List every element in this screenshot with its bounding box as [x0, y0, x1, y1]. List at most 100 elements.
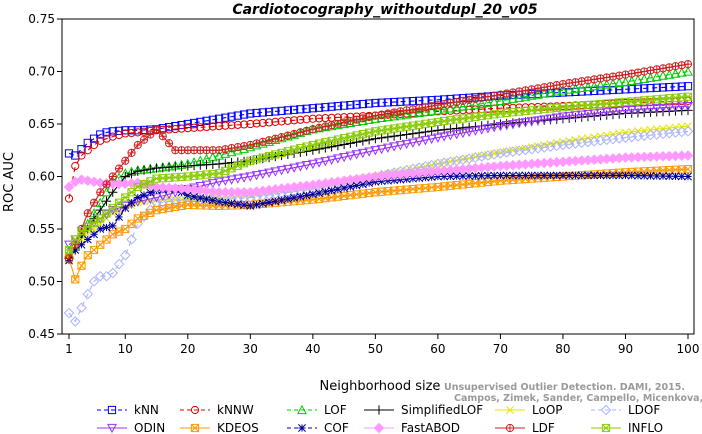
legend-label: kNN	[134, 403, 159, 417]
data-point-knn	[239, 110, 249, 119]
x-axis: 1 10 20 30 40 50 60 70 80 90 100	[65, 334, 699, 356]
data-point-knn	[315, 103, 324, 112]
y-tick-label: 0.45	[28, 327, 55, 341]
data-point-odin	[426, 134, 437, 145]
data-point-cof	[665, 172, 674, 181]
data-point-cof	[634, 171, 642, 180]
data-point-lof	[395, 110, 406, 120]
data-point-lof	[545, 87, 556, 97]
data-point-lof	[414, 107, 425, 117]
data-point-fastabod	[182, 183, 194, 195]
data-point-knn	[64, 149, 74, 158]
data-point-ldof	[463, 153, 475, 164]
data-point-cof	[540, 171, 549, 180]
data-point-cof	[308, 190, 317, 199]
legend-marker	[190, 423, 200, 433]
series-fastabod	[63, 150, 694, 198]
legend: kNN kNNW LOF SimplifiedLOF LoOP LDOF ODIN KDEOS…	[97, 403, 663, 434]
data-point-lof	[214, 150, 224, 160]
data-point-odin	[195, 182, 206, 192]
data-point-lof	[589, 81, 600, 91]
data-point-knnw	[183, 124, 192, 133]
chart-title: Cardiotocography_withoutdupl_20_v05	[232, 2, 538, 18]
y-axis: 0.45 0.50 0.55 0.60 0.65 0.70 0.75	[28, 12, 62, 341]
data-point-knnw	[164, 125, 174, 134]
data-point-knnw	[308, 114, 317, 123]
data-point-lof	[683, 66, 693, 76]
x-tick-label: 90	[618, 342, 633, 356]
data-point-fastabod	[188, 184, 200, 196]
data-point-odin	[595, 108, 606, 119]
data-point-lof	[620, 76, 631, 87]
data-point-cof	[621, 171, 630, 180]
data-point-lof	[651, 71, 662, 81]
data-point-cof	[246, 201, 255, 210]
data-point-simplifiedlof	[395, 130, 405, 140]
data-point-simplifiedlof	[452, 123, 462, 134]
data-point-odin	[495, 122, 506, 132]
data-point-lof	[533, 89, 543, 99]
data-point-knn	[71, 151, 80, 160]
data-point-lof	[564, 84, 575, 94]
data-point-odin	[608, 107, 618, 117]
data-point-ldf	[121, 156, 130, 165]
data-point-knnw	[189, 123, 199, 132]
data-point-cof	[296, 192, 305, 201]
data-point-knnw	[114, 130, 124, 140]
data-point-cof	[646, 171, 655, 180]
data-point-ldof	[538, 142, 550, 153]
data-point-knn	[252, 108, 261, 118]
data-point-cof	[652, 172, 661, 180]
data-point-cof	[83, 235, 92, 244]
data-point-cof	[315, 189, 324, 198]
data-point-odin	[520, 118, 531, 128]
data-point-ldof	[476, 151, 487, 162]
data-point-odin	[420, 136, 431, 146]
legend-label: COF	[324, 421, 349, 434]
data-point-knnw	[239, 120, 249, 129]
legend-label: LoOP	[532, 403, 563, 417]
data-point-ldf	[64, 254, 74, 263]
data-point-odin	[282, 164, 293, 175]
data-point-lof	[676, 67, 687, 77]
data-point-odin	[395, 141, 406, 151]
legend-marker	[506, 406, 514, 414]
data-point-ldof	[76, 302, 87, 314]
data-point-simplifiedlof	[420, 127, 430, 137]
data-point-cof	[609, 171, 617, 180]
data-point-ldof	[82, 288, 94, 300]
data-point-cof	[533, 171, 542, 180]
data-point-cof	[90, 230, 98, 239]
data-point-ldf	[421, 103, 430, 112]
data-point-odin	[270, 167, 281, 177]
data-point-knn	[302, 104, 311, 113]
data-point-ldf	[264, 136, 274, 145]
data-point-kdeos	[77, 261, 86, 270]
data-point-lof	[420, 106, 431, 117]
data-point-odin	[658, 103, 668, 113]
x-tick-label: 30	[243, 342, 258, 356]
data-point-lof	[645, 72, 656, 82]
series-markers-fastabod	[63, 150, 694, 198]
data-point-knnw	[227, 121, 236, 130]
data-point-simplifiedlof	[470, 121, 481, 132]
legend-marker	[600, 404, 612, 416]
data-point-cof	[640, 171, 649, 180]
data-point-ldof	[245, 192, 256, 203]
legend-label: LOF	[324, 403, 347, 417]
series-kdeos	[64, 165, 693, 284]
data-point-ldf	[114, 164, 124, 173]
data-point-ldof	[501, 147, 512, 158]
data-point-knn	[258, 108, 267, 117]
data-point-lof	[407, 108, 418, 118]
data-point-knnw	[315, 114, 324, 123]
data-point-ldof	[470, 152, 481, 163]
legend-marker	[107, 405, 117, 415]
data-point-knn	[177, 120, 186, 130]
data-point-odin	[257, 169, 268, 180]
data-point-fastabod	[194, 185, 206, 196]
data-point-ldf	[296, 128, 305, 137]
data-point-odin	[401, 139, 412, 150]
data-point-cof	[671, 172, 680, 181]
data-point-inflo	[71, 235, 80, 244]
